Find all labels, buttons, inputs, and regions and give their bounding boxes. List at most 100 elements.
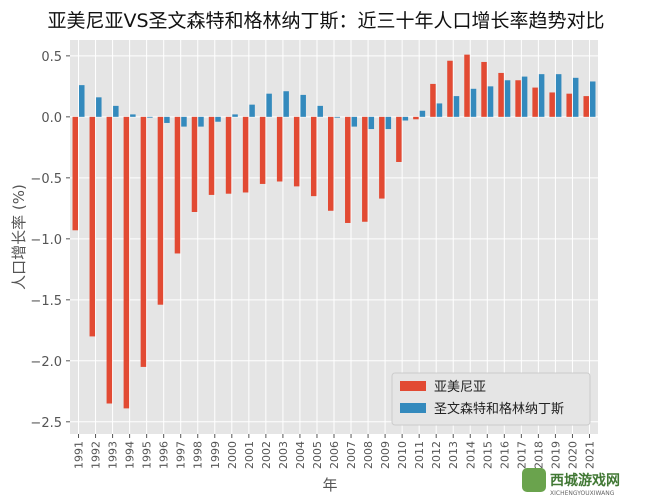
x-tick-label: 2021 xyxy=(583,441,596,469)
bar-armenia-2006 xyxy=(328,116,334,211)
y-tick-label: −2.5 xyxy=(30,416,62,431)
x-tick-label: 1998 xyxy=(192,441,205,469)
bar-svg-2019 xyxy=(555,74,562,117)
bar-svg-2007 xyxy=(351,116,358,127)
x-tick-label: 1994 xyxy=(124,441,137,469)
x-tick-label: 2016 xyxy=(498,441,511,469)
x-tick-label: 1999 xyxy=(209,441,222,469)
bar-svg-2021 xyxy=(589,81,596,117)
x-tick-label: 2000 xyxy=(226,441,239,469)
bar-svg-2000 xyxy=(232,114,238,117)
bar-svg-1995 xyxy=(147,116,153,118)
chart-title: 亚美尼亚VS圣文森特和格林纳丁斯：近三十年人口增长率趋势对比 xyxy=(47,10,604,32)
x-tick-label: 2010 xyxy=(396,441,409,469)
bar-armenia-2012 xyxy=(430,83,436,117)
bar-svg-2003 xyxy=(283,91,289,117)
bar-armenia-2004 xyxy=(293,116,300,187)
bar-armenia-2016 xyxy=(498,72,504,117)
bar-svg-2002 xyxy=(266,93,272,117)
bar-armenia-1996 xyxy=(157,116,164,305)
bar-armenia-2019 xyxy=(549,92,555,117)
bar-armenia-2005 xyxy=(310,116,317,197)
legend: 亚美尼亚 圣文森特和格林纳丁斯 xyxy=(391,372,591,426)
bar-armenia-1991 xyxy=(72,116,79,231)
bar-armenia-2010 xyxy=(396,116,402,162)
x-tick-label: 2004 xyxy=(294,441,307,469)
bar-armenia-1995 xyxy=(140,116,147,367)
x-tick-label: 1996 xyxy=(158,441,171,469)
bar-svg-2011 xyxy=(419,110,426,117)
bar-svg-1996 xyxy=(164,116,170,123)
bar-svg-1992 xyxy=(96,97,102,117)
legend-label-armenia: 亚美尼亚 xyxy=(434,380,486,395)
x-tick-label: 2018 xyxy=(532,441,545,469)
x-tick-label: 2007 xyxy=(345,441,358,469)
x-tick-label: 1993 xyxy=(107,441,120,469)
bar-svg-1994 xyxy=(130,114,136,117)
bar-armenia-2020 xyxy=(566,93,572,117)
bar-armenia-1998 xyxy=(191,116,198,212)
bar-armenia-2008 xyxy=(362,116,368,222)
x-tick-label: 2002 xyxy=(260,441,273,469)
bar-svg-1999 xyxy=(215,116,221,122)
y-axis-label: 人口增长率 (%) xyxy=(10,184,28,290)
bar-svg-2008 xyxy=(368,116,375,130)
bar-svg-1993 xyxy=(113,105,119,117)
bar-svg-1998 xyxy=(198,116,204,127)
bar-armenia-1992 xyxy=(89,116,96,337)
watermark-icon xyxy=(522,468,546,492)
bar-armenia-2017 xyxy=(515,80,521,117)
bar-armenia-2001 xyxy=(242,116,249,193)
bar-svg-2009 xyxy=(385,116,392,130)
x-tick-label: 2012 xyxy=(430,441,443,469)
bar-svg-2020 xyxy=(572,77,579,117)
x-tick-label: 2003 xyxy=(277,441,290,469)
bar-svg-2013 xyxy=(453,96,460,117)
x-tick-label: 2020 xyxy=(566,441,579,469)
watermark-subtext: XICHENGYOUXIWANG xyxy=(550,490,615,497)
legend-swatch-armenia xyxy=(400,381,426,391)
bar-armenia-1999 xyxy=(208,116,215,195)
x-tick-label: 2001 xyxy=(243,441,256,469)
bar-svg-1991 xyxy=(79,85,85,117)
bar-armenia-2013 xyxy=(447,60,453,117)
bar-svg-2004 xyxy=(300,94,306,117)
bar-armenia-1997 xyxy=(174,116,181,254)
bar-svg-2015 xyxy=(487,86,494,117)
x-tick-label: 2008 xyxy=(362,441,375,469)
x-tick-label: 2005 xyxy=(311,441,324,469)
watermark-logo: 西城游戏网 XICHENGYOUXIWANG xyxy=(522,468,620,497)
bar-armenia-2000 xyxy=(225,116,232,194)
x-tick-label: 2009 xyxy=(379,441,392,469)
x-tick-label: 1997 xyxy=(175,441,188,469)
x-tick-label: 1992 xyxy=(90,441,103,469)
legend-box xyxy=(391,372,591,426)
bar-svg-2001 xyxy=(249,104,255,117)
bar-armenia-2009 xyxy=(379,116,385,199)
x-tick-label: 1991 xyxy=(73,441,86,469)
bar-armenia-2011 xyxy=(413,116,419,120)
bar-armenia-2014 xyxy=(464,54,470,117)
x-tick-label: 2017 xyxy=(515,441,528,469)
bar-svg-2018 xyxy=(538,74,545,117)
bar-armenia-2002 xyxy=(259,116,266,184)
bar-svg-1997 xyxy=(181,116,187,127)
x-tick-label: 2011 xyxy=(413,441,426,469)
y-tick-label: 0.5 xyxy=(41,50,62,65)
bar-armenia-2015 xyxy=(481,61,487,117)
bar-svg-2017 xyxy=(521,76,528,117)
bar-svg-2014 xyxy=(470,88,477,117)
x-tick-label: 2014 xyxy=(464,441,477,469)
x-axis-label: 年 xyxy=(322,476,337,494)
legend-label-svg: 圣文森特和格林纳丁斯 xyxy=(434,401,564,417)
bar-svg-2012 xyxy=(436,103,443,117)
x-tick-label: 2013 xyxy=(447,441,460,469)
bar-armenia-2007 xyxy=(345,116,351,223)
bar-armenia-2021 xyxy=(583,96,589,117)
bar-svg-2010 xyxy=(402,116,409,121)
y-tick-label: −1.0 xyxy=(30,233,62,248)
x-tick-label: 2015 xyxy=(481,441,494,469)
legend-swatch-svg xyxy=(400,403,426,413)
